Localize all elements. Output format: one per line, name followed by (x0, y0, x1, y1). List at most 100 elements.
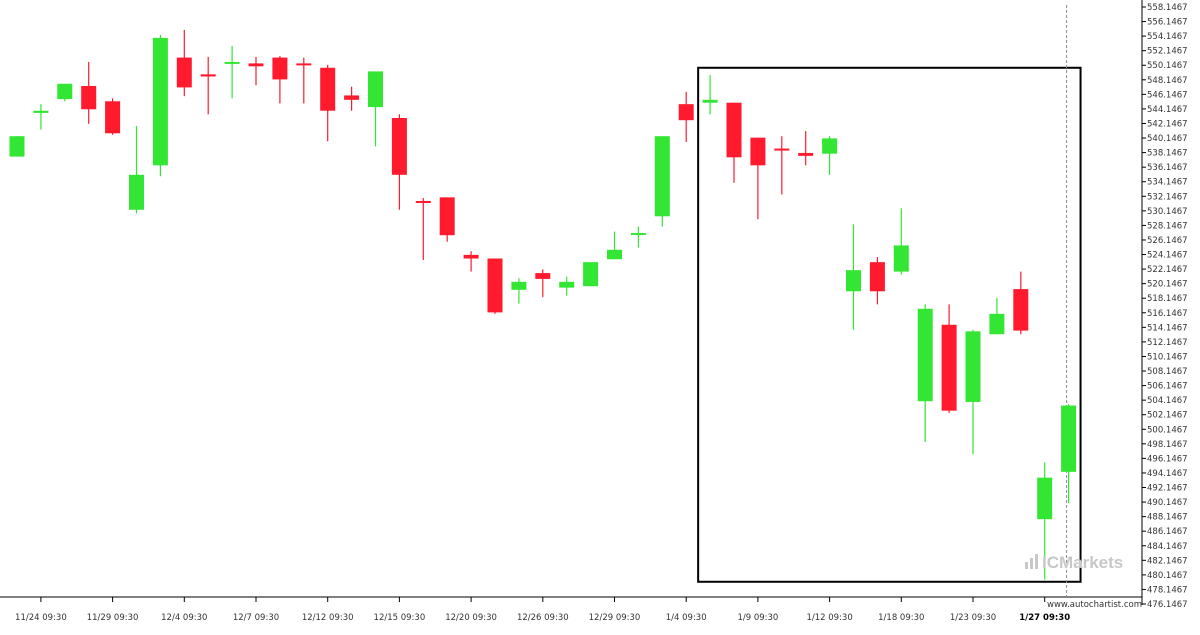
candle-body (654, 136, 670, 217)
candle-down (296, 57, 312, 104)
y-tick-label: 490.1467 (1147, 498, 1188, 508)
candle-body (224, 61, 240, 64)
y-tick-label: 552.1467 (1147, 47, 1188, 57)
x-tick-label: 1/9 09:30 (737, 613, 778, 623)
y-tick-label: 514.1467 (1147, 323, 1188, 333)
y-tick-label: 554.1467 (1147, 32, 1188, 42)
candle-body (559, 281, 575, 288)
candle-body (917, 308, 933, 402)
candle-body (105, 101, 121, 134)
x-tick-label: 1/4 09:30 (666, 613, 707, 623)
x-tick-label: 1/12 09:30 (806, 613, 852, 623)
candle-down (487, 258, 503, 314)
candle-up (846, 224, 861, 330)
y-tick-label: 480.1467 (1147, 571, 1188, 581)
candle-down (176, 29, 192, 97)
candle-down (391, 114, 407, 210)
pattern-box (697, 66, 1082, 583)
y-tick-label: 486.1467 (1147, 527, 1188, 537)
candle-body (965, 331, 981, 402)
x-tick-label: 11/29 09:30 (87, 613, 139, 623)
candle-body (941, 324, 957, 411)
candle-body (630, 233, 646, 236)
candle-up (607, 231, 622, 260)
candle-body (893, 245, 909, 272)
x-tick-label: 1/23 09:30 (950, 613, 996, 623)
candle-down (320, 64, 336, 142)
y-tick-label: 502.1467 (1147, 411, 1188, 421)
y-tick-label: 478.1467 (1147, 585, 1188, 595)
y-tick-label: 510.1467 (1147, 352, 1188, 362)
candle-down (774, 136, 790, 195)
candle-body (152, 37, 168, 166)
candle-up (702, 75, 718, 115)
candle-body (81, 85, 97, 110)
y-tick-label: 558.1467 (1147, 3, 1188, 13)
candle-up (368, 71, 383, 147)
candle-down (439, 197, 455, 242)
x-tick-label: 12/15 09:30 (374, 613, 426, 623)
candle-down (1013, 271, 1029, 335)
candle-body (368, 71, 383, 108)
candle-body (439, 197, 455, 236)
candle-up (152, 35, 168, 177)
x-tick-label: 1/18 09:30 (878, 613, 924, 623)
x-tick-label: 12/26 09:30 (517, 613, 569, 623)
y-tick-label: 530.1467 (1147, 207, 1188, 217)
watermark-bar-3 (1035, 554, 1038, 569)
candle-body (798, 152, 814, 156)
y-tick-label: 538.1467 (1147, 149, 1188, 159)
candle-body (1061, 405, 1077, 472)
candle-up (57, 83, 73, 102)
y-tick-label: 536.1467 (1147, 163, 1188, 173)
candle-down (200, 56, 216, 115)
candle-up (33, 104, 49, 130)
x-tick-label: 12/20 09:30 (445, 613, 497, 623)
y-tick-label: 484.1467 (1147, 542, 1188, 552)
candle-body (1013, 289, 1029, 331)
y-tick-label: 526.1467 (1147, 236, 1188, 246)
candle-up (9, 136, 25, 157)
candle-body (535, 273, 551, 279)
candle-body (583, 262, 599, 287)
x-tick-label: 12/4 09:30 (161, 613, 207, 623)
x-tick-label: 12/12 09:30 (302, 613, 354, 623)
candle-body (415, 201, 431, 204)
candle-down (750, 137, 766, 220)
candle-up (965, 329, 981, 455)
y-tick-label: 524.1467 (1147, 251, 1188, 261)
y-tick-label: 518.1467 (1147, 294, 1188, 304)
candle-body (296, 63, 312, 66)
candle-body (344, 95, 360, 100)
candle-body (869, 262, 885, 292)
y-tick-label: 496.1467 (1147, 454, 1188, 464)
candle-down (798, 131, 814, 166)
y-tick-label: 476.1467 (1147, 600, 1188, 610)
y-tick-label: 492.1467 (1147, 484, 1188, 494)
candle-down (81, 61, 97, 124)
candle-body (391, 118, 407, 175)
candle-body (272, 57, 288, 80)
candle-down (535, 269, 551, 298)
y-tick-label: 504.1467 (1147, 396, 1188, 406)
candle-body (702, 99, 718, 103)
y-tick-label: 520.1467 (1147, 280, 1188, 290)
candle-body (726, 102, 742, 158)
candle-body (33, 110, 49, 113)
candle-down (272, 56, 288, 104)
candle-up (583, 262, 599, 287)
candles-layer (9, 29, 1077, 580)
y-tick-label: 544.1467 (1147, 105, 1188, 115)
y-tick-label: 548.1467 (1147, 76, 1188, 86)
y-tick-label: 498.1467 (1147, 440, 1188, 450)
source-credit: www.autochartist.com (1047, 600, 1142, 610)
y-tick-label: 516.1467 (1147, 309, 1188, 319)
candle-up (1037, 462, 1053, 580)
candle-down (869, 257, 885, 305)
y-tick-label: 534.1467 (1147, 178, 1188, 188)
y-tick-label: 500.1467 (1147, 425, 1188, 435)
candle-up (630, 226, 646, 248)
x-tick-label: 12/29 09:30 (589, 613, 641, 623)
candle-body (774, 148, 790, 151)
candle-up (129, 126, 144, 214)
